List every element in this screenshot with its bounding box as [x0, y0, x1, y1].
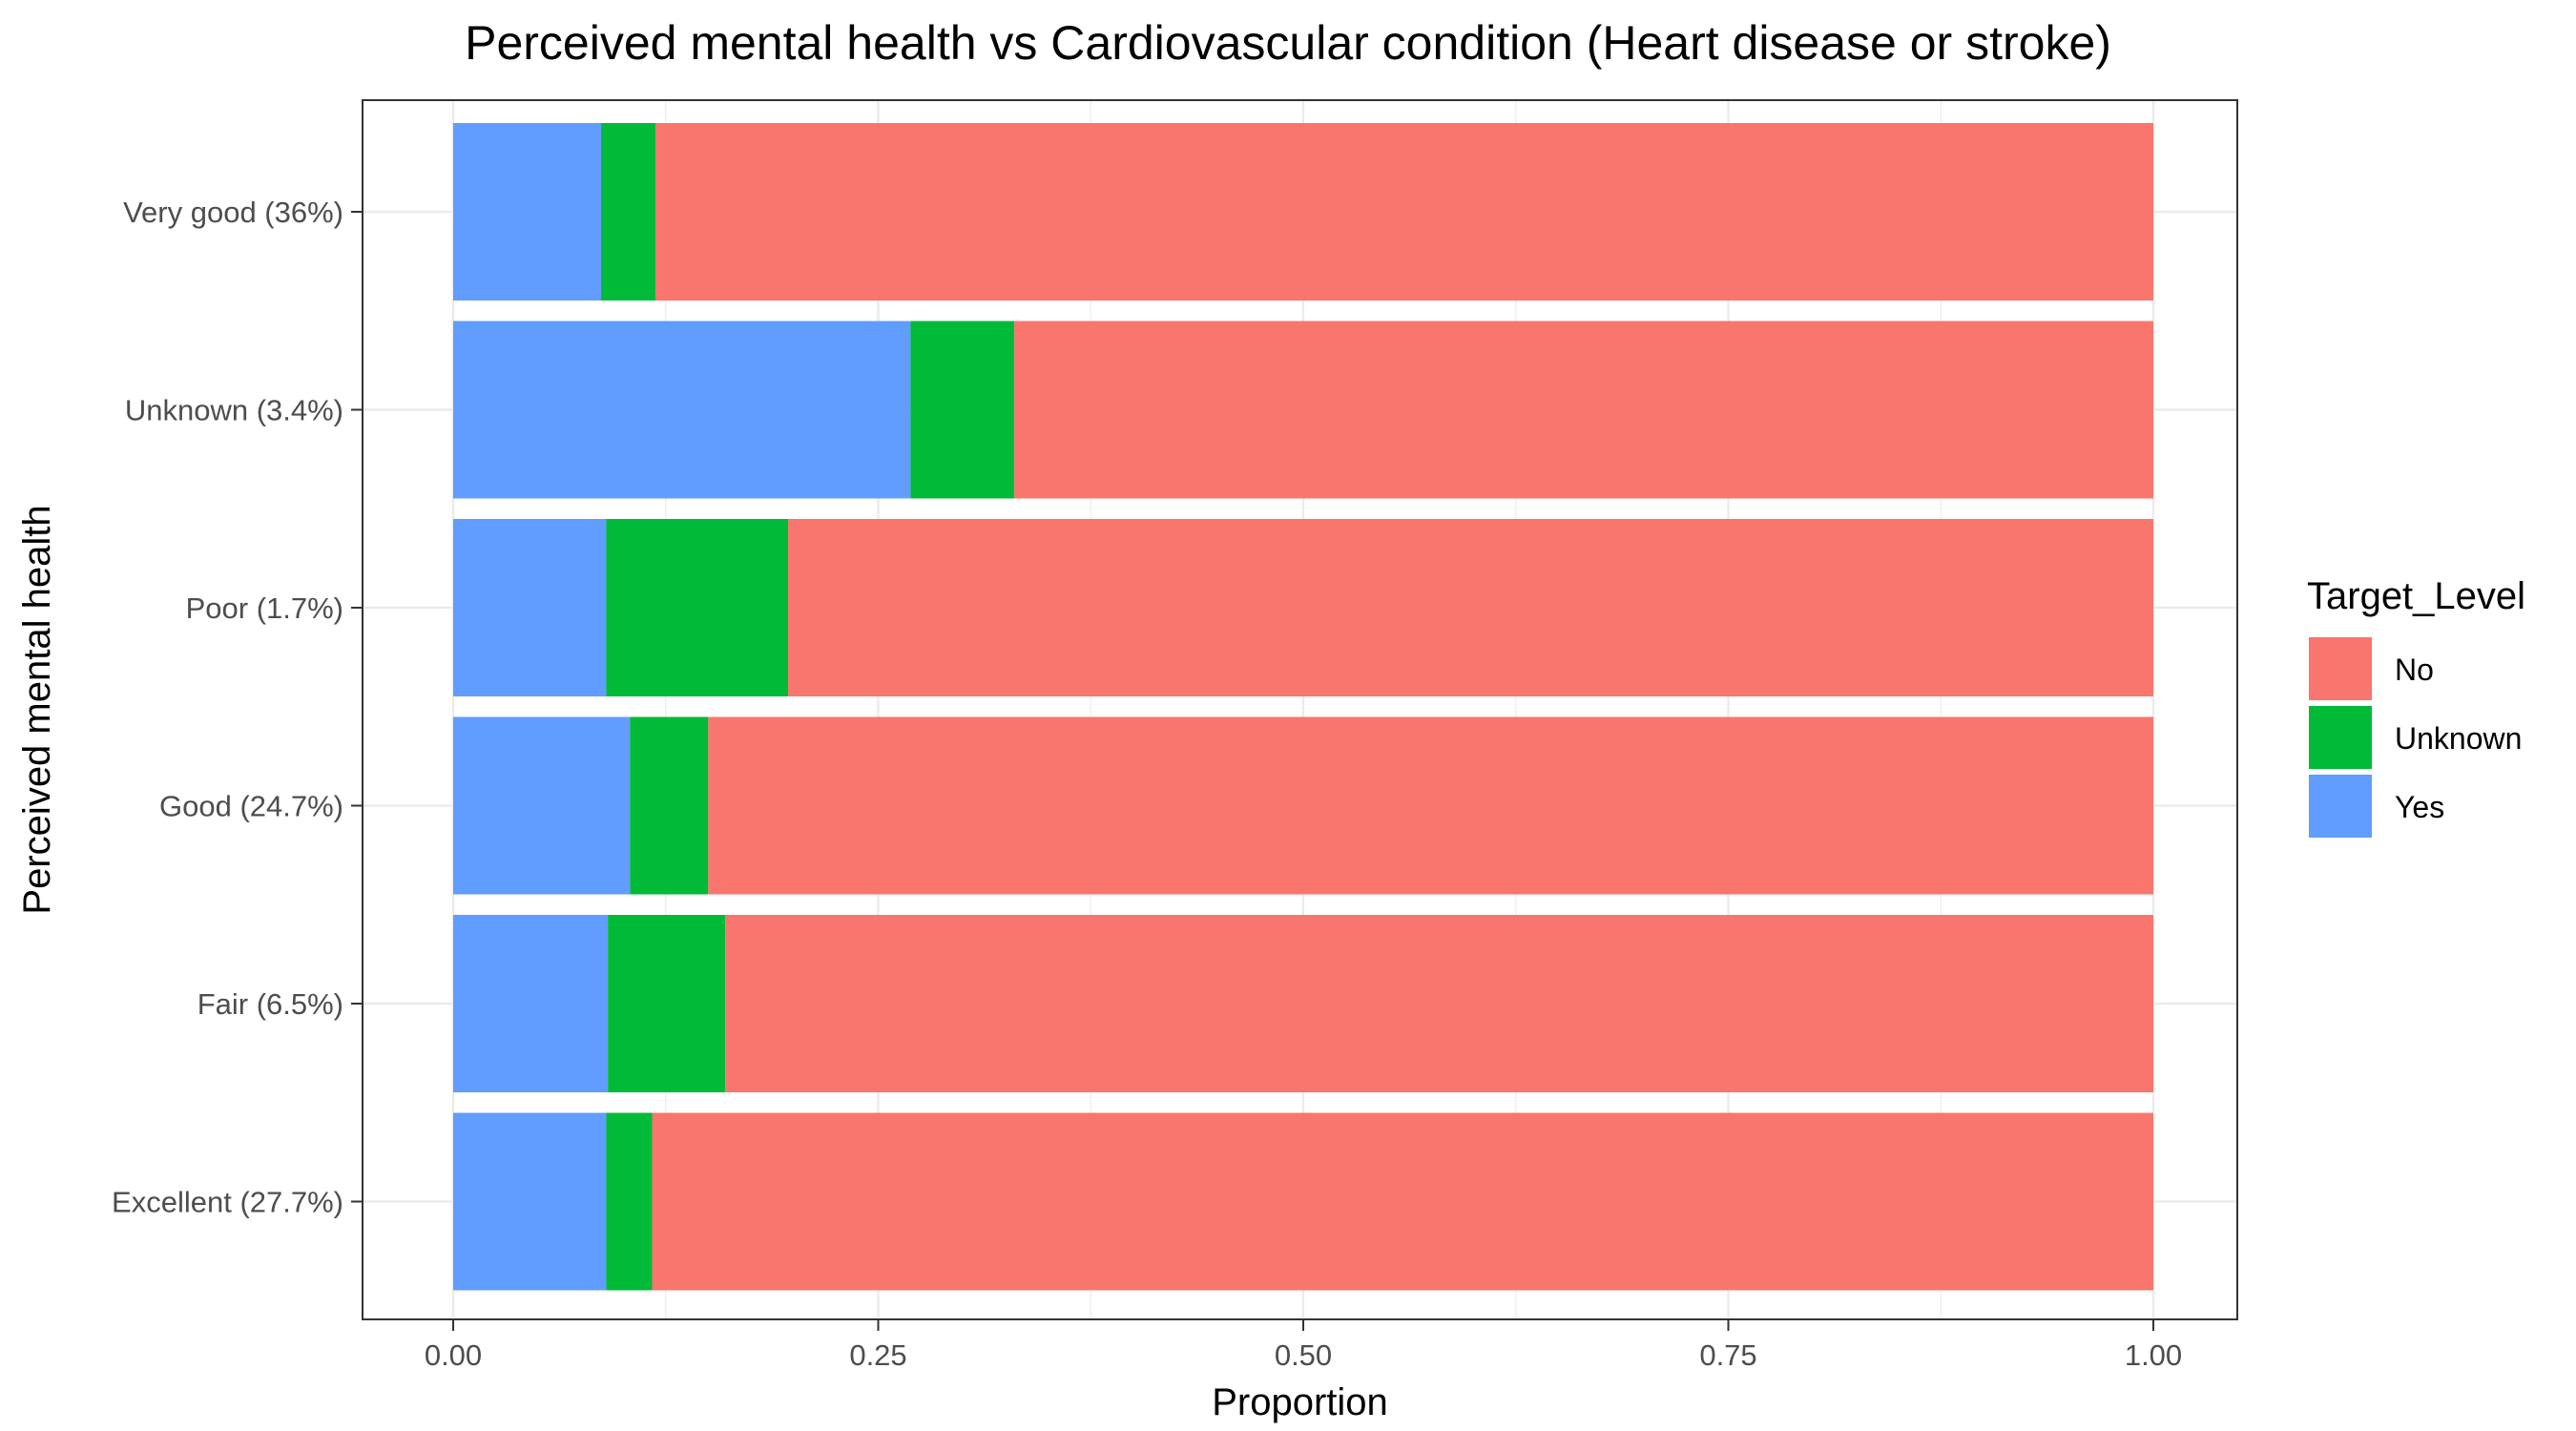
bar-segment-no	[725, 915, 2153, 1092]
bar-segment-yes	[453, 1112, 607, 1291]
legend-key-no	[2309, 637, 2372, 700]
x-tick-label: 0.75	[1699, 1338, 1756, 1372]
y-tick-label: Excellent (27.7%)	[112, 1186, 343, 1219]
legend-label-unknown: Unknown	[2395, 721, 2522, 756]
bar-segment-no	[655, 123, 2153, 301]
bar-segment-unknown	[910, 321, 1015, 499]
x-tick-label: 0.25	[849, 1338, 906, 1372]
y-tick-label: Fair (6.5%)	[197, 987, 343, 1021]
legend-label-yes: Yes	[2395, 790, 2444, 824]
bar-segment-no	[788, 519, 2154, 696]
legend-label-no: No	[2395, 653, 2434, 687]
legend: Target_Level No Unknown Yes	[2307, 575, 2525, 838]
bar-segment-yes	[453, 321, 911, 499]
y-tick-label: Poor (1.7%)	[186, 591, 343, 625]
y-axis-title: Perceived mental health	[16, 505, 58, 914]
bar-segment-unknown	[630, 716, 709, 895]
bar-segment-unknown	[606, 519, 789, 696]
x-axis-title: Proportion	[1212, 1381, 1388, 1423]
y-tick-label: Unknown (3.4%)	[125, 394, 343, 427]
bar-segment-yes	[453, 915, 609, 1092]
y-axis: Very good (36%) Unknown (3.4%) Poor (1.7%)…	[112, 196, 363, 1219]
legend-key-unknown	[2309, 706, 2372, 769]
bar-segment-no	[652, 1112, 2153, 1291]
bar-segment-no	[1014, 321, 2153, 499]
x-axis: 0.00 0.25 0.50 0.75 1.00	[425, 1319, 2182, 1372]
chart-title: Perceived mental health vs Cardiovascula…	[465, 16, 2111, 70]
bar-segment-yes	[453, 519, 607, 696]
bar-segment-yes	[453, 716, 631, 895]
bar-segment-no	[708, 716, 2153, 895]
x-tick-label: 1.00	[2125, 1338, 2182, 1372]
bar-segment-unknown	[606, 1112, 653, 1291]
y-tick-label: Very good (36%)	[123, 196, 343, 229]
legend-key-yes	[2309, 775, 2372, 838]
bar-segment-unknown	[601, 123, 656, 301]
bar-segment-yes	[453, 123, 602, 301]
y-tick-label: Good (24.7%)	[159, 790, 343, 823]
bars	[453, 123, 2154, 1291]
panel-border	[362, 99, 2238, 1320]
legend-items: No Unknown Yes	[2309, 637, 2522, 838]
legend-title: Target_Level	[2307, 575, 2525, 617]
bar-segment-unknown	[608, 915, 726, 1092]
x-tick-label: 0.50	[1275, 1338, 1332, 1372]
plot-panel	[362, 99, 2238, 1320]
x-tick-label: 0.00	[425, 1338, 482, 1372]
